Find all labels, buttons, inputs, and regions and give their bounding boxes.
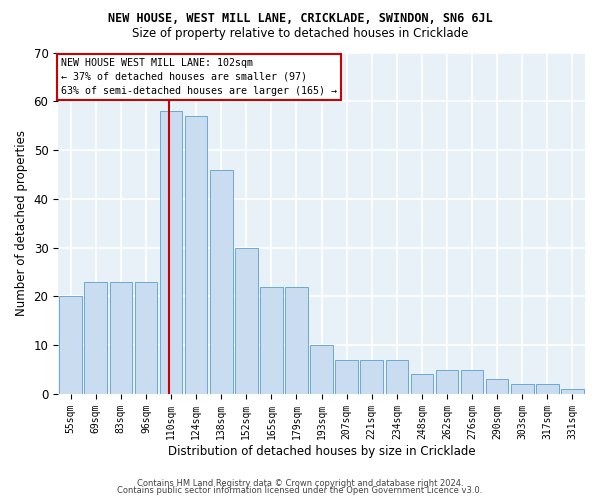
Text: Contains HM Land Registry data © Crown copyright and database right 2024.: Contains HM Land Registry data © Crown c… [137,478,463,488]
Bar [410,374,433,394]
Bar [185,116,208,394]
Text: NEW HOUSE WEST MILL LANE: 102sqm
← 37% of detached houses are smaller (97)
63% o: NEW HOUSE WEST MILL LANE: 102sqm ← 37% o… [61,58,337,96]
Bar [536,384,559,394]
Text: Contains public sector information licensed under the Open Government Licence v3: Contains public sector information licen… [118,486,482,495]
Bar [160,111,182,394]
Bar [260,286,283,394]
Bar [335,360,358,394]
Bar [436,370,458,394]
Bar [511,384,533,394]
Bar [486,380,508,394]
Bar [59,296,82,394]
Bar [285,286,308,394]
Bar [134,282,157,394]
Bar [85,282,107,394]
Bar [561,389,584,394]
Bar [310,345,333,394]
Text: NEW HOUSE, WEST MILL LANE, CRICKLADE, SWINDON, SN6 6JL: NEW HOUSE, WEST MILL LANE, CRICKLADE, SW… [107,12,493,26]
Y-axis label: Number of detached properties: Number of detached properties [15,130,28,316]
Text: Size of property relative to detached houses in Cricklade: Size of property relative to detached ho… [132,28,468,40]
Bar [361,360,383,394]
Bar [235,248,257,394]
Bar [386,360,408,394]
X-axis label: Distribution of detached houses by size in Cricklade: Distribution of detached houses by size … [168,444,475,458]
Bar [210,170,233,394]
Bar [110,282,132,394]
Bar [461,370,484,394]
